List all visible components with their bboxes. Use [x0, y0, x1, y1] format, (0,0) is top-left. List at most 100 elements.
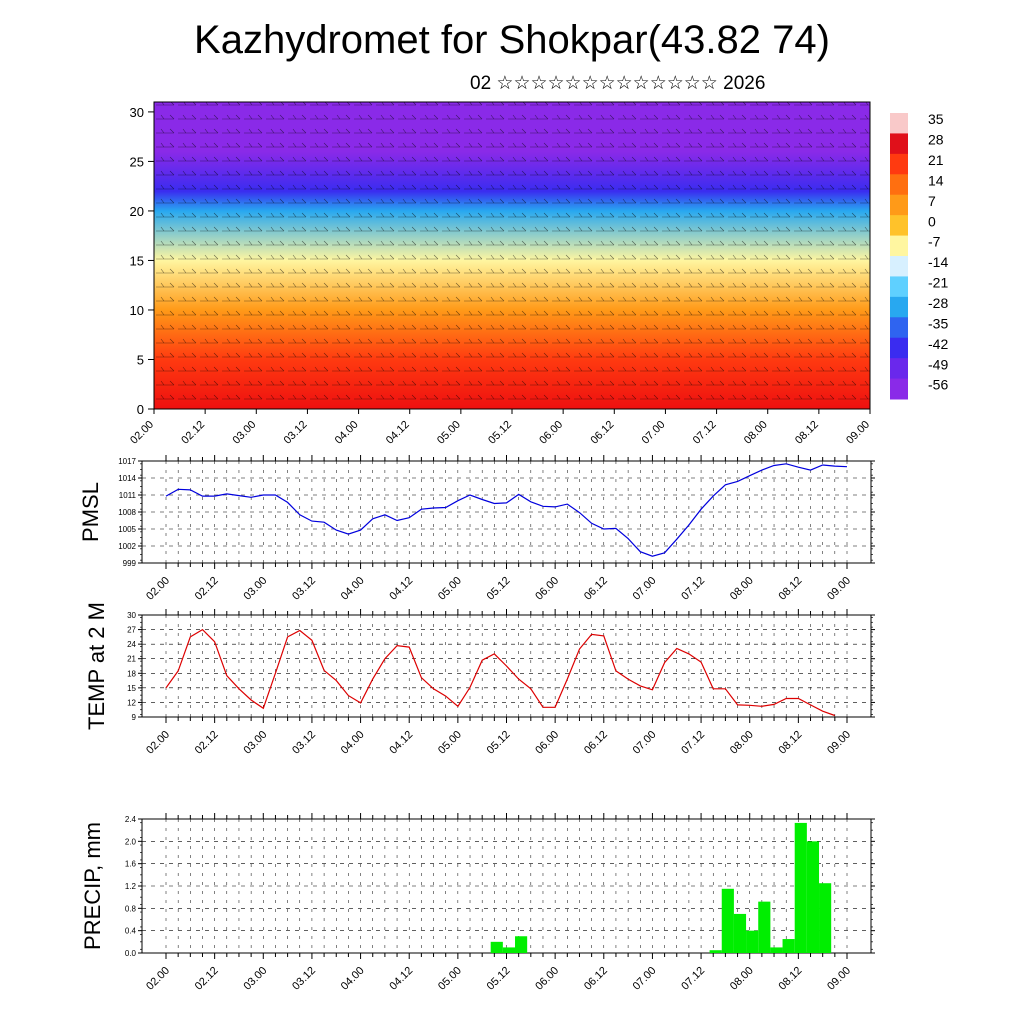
colorbar-label: -28 [928, 295, 948, 311]
cs-y-tick-label: 15 [130, 253, 144, 268]
y-tick-label: 1005 [118, 525, 136, 534]
y-tick-label: 27 [127, 626, 136, 635]
x-tick-label: 07.12 [679, 965, 707, 993]
precip-panel: 2.4 2.0 1.6 1.2 0.8 0.4 0.0 02.00 02.12 03.00 03.1… [80, 813, 875, 993]
cs-x-tick-label: 02.12 [179, 419, 207, 447]
cross-section-panel: 0 5 10 15 20 25 30 02.00 02.12 03.00 03.12 04.00 04… [128, 101, 872, 447]
x-tick-label: 04.12 [387, 575, 415, 603]
temp2m-panel: 30 27 24 21 18 15 12 9 02.00 02.12 03.00 03.12 04.00… [84, 602, 875, 757]
x-tick-label: 06.00 [533, 729, 561, 757]
colorbar-swatch [890, 174, 908, 196]
y-axis-label: PRECIP, mm [80, 822, 105, 950]
y-tick-label: 24 [127, 640, 136, 649]
x-tick-label: 03.00 [241, 729, 269, 757]
y-tick-label: 9 [132, 713, 137, 722]
colorbar-label: 28 [928, 132, 944, 148]
cs-y-tick-label: 10 [130, 303, 144, 318]
cs-x-tick-label: 08.12 [793, 419, 821, 447]
wind-barb-overlay [154, 102, 870, 409]
x-tick-label: 08.00 [728, 965, 756, 993]
colorbar-label: 0 [928, 213, 936, 229]
colorbar-swatch [890, 358, 908, 380]
y-tick-label: 1008 [118, 508, 136, 517]
x-tick-label: 09.00 [825, 965, 853, 993]
x-tick-label: 09.00 [825, 729, 853, 757]
precip-bar [721, 888, 734, 953]
colorbar-swatch [890, 153, 908, 175]
y-tick-label: 1014 [118, 474, 136, 483]
y-axis-label: TEMP at 2 M [84, 602, 109, 730]
colorbar-label: 21 [928, 152, 944, 168]
precip-bar [502, 947, 516, 953]
x-tick-label: 02.00 [144, 965, 172, 993]
y-tick-label: 12 [127, 698, 136, 707]
x-tick-label: 09.00 [825, 575, 853, 603]
cs-x-tick-label: 06.12 [588, 419, 616, 447]
colorbar-swatch [890, 337, 908, 359]
colorbar-label: -42 [928, 336, 948, 352]
x-tick-label: 07.00 [631, 965, 659, 993]
precip-bar [819, 883, 832, 953]
y-tick-label: 999 [123, 559, 137, 568]
colorbar-swatch [890, 113, 908, 134]
x-tick-label: 05.12 [485, 729, 513, 757]
precip-bar [758, 901, 771, 953]
precip-bar [806, 841, 820, 953]
x-tick-label: 05.12 [485, 965, 513, 993]
colorbar-label: -14 [928, 254, 948, 270]
x-tick-label: 07.12 [679, 729, 707, 757]
precip-bar [490, 941, 503, 953]
colorbar-swatch [890, 215, 908, 237]
colorbar-swatch [890, 194, 908, 216]
precip-bar [794, 822, 807, 953]
x-tick-label: 08.00 [728, 729, 756, 757]
x-tick-label: 04.12 [387, 729, 415, 757]
colorbar-label: -7 [928, 234, 941, 250]
colorbar-swatch [890, 378, 908, 400]
y-tick-label: 15 [127, 684, 136, 693]
x-tick-label: 05.00 [436, 729, 464, 757]
x-tick-label: 04.00 [339, 965, 367, 993]
precip-bar [746, 930, 759, 953]
precip-bar [515, 936, 528, 953]
x-tick-label: 02.12 [193, 575, 221, 603]
cs-y-tick-label: 5 [137, 352, 144, 367]
x-tick-label: 03.12 [290, 965, 318, 993]
colorbar-swatch [890, 256, 908, 277]
pmsl-line [165, 463, 848, 557]
x-tick-label: 07.00 [631, 729, 659, 757]
colorbar-label: -49 [928, 356, 948, 372]
cs-x-tick-label: 03.00 [230, 419, 258, 447]
y-tick-label: 0.0 [125, 949, 137, 958]
y-tick-label: 0.4 [125, 927, 137, 936]
x-tick-label: 06.12 [582, 575, 610, 603]
x-tick-label: 02.12 [193, 729, 221, 757]
x-tick-label: 04.00 [339, 575, 367, 603]
colorbar-label: -56 [928, 377, 948, 393]
cs-x-tick-label: 02.00 [128, 419, 156, 447]
cs-x-tick-label: 06.00 [537, 419, 565, 447]
x-tick-label: 03.12 [290, 729, 318, 757]
cs-x-tick-label: 05.12 [486, 419, 514, 447]
x-tick-label: 07.00 [631, 575, 659, 603]
y-tick-label: 1011 [119, 491, 137, 500]
x-tick-label: 03.00 [241, 575, 269, 603]
cs-x-tick-label: 05.00 [435, 419, 463, 447]
x-tick-label: 05.12 [485, 575, 513, 603]
cs-x-tick-label: 03.12 [282, 419, 310, 447]
x-tick-label: 06.00 [533, 965, 561, 993]
colorbar-swatch [890, 317, 908, 339]
x-tick-label: 08.00 [728, 575, 756, 603]
cs-x-tick-label: 07.00 [640, 419, 668, 447]
precip-bar [782, 939, 795, 953]
x-tick-label: 06.12 [582, 965, 610, 993]
x-tick-label: 06.00 [533, 575, 561, 603]
cs-x-tick-label: 07.12 [691, 419, 719, 447]
cs-y-tick-label: 20 [130, 204, 144, 219]
x-tick-label: 04.12 [387, 965, 415, 993]
colorbar-swatch [890, 296, 908, 318]
y-tick-label: 1017 [118, 457, 136, 466]
x-tick-label: 06.12 [582, 729, 610, 757]
precip-bar [733, 913, 747, 953]
